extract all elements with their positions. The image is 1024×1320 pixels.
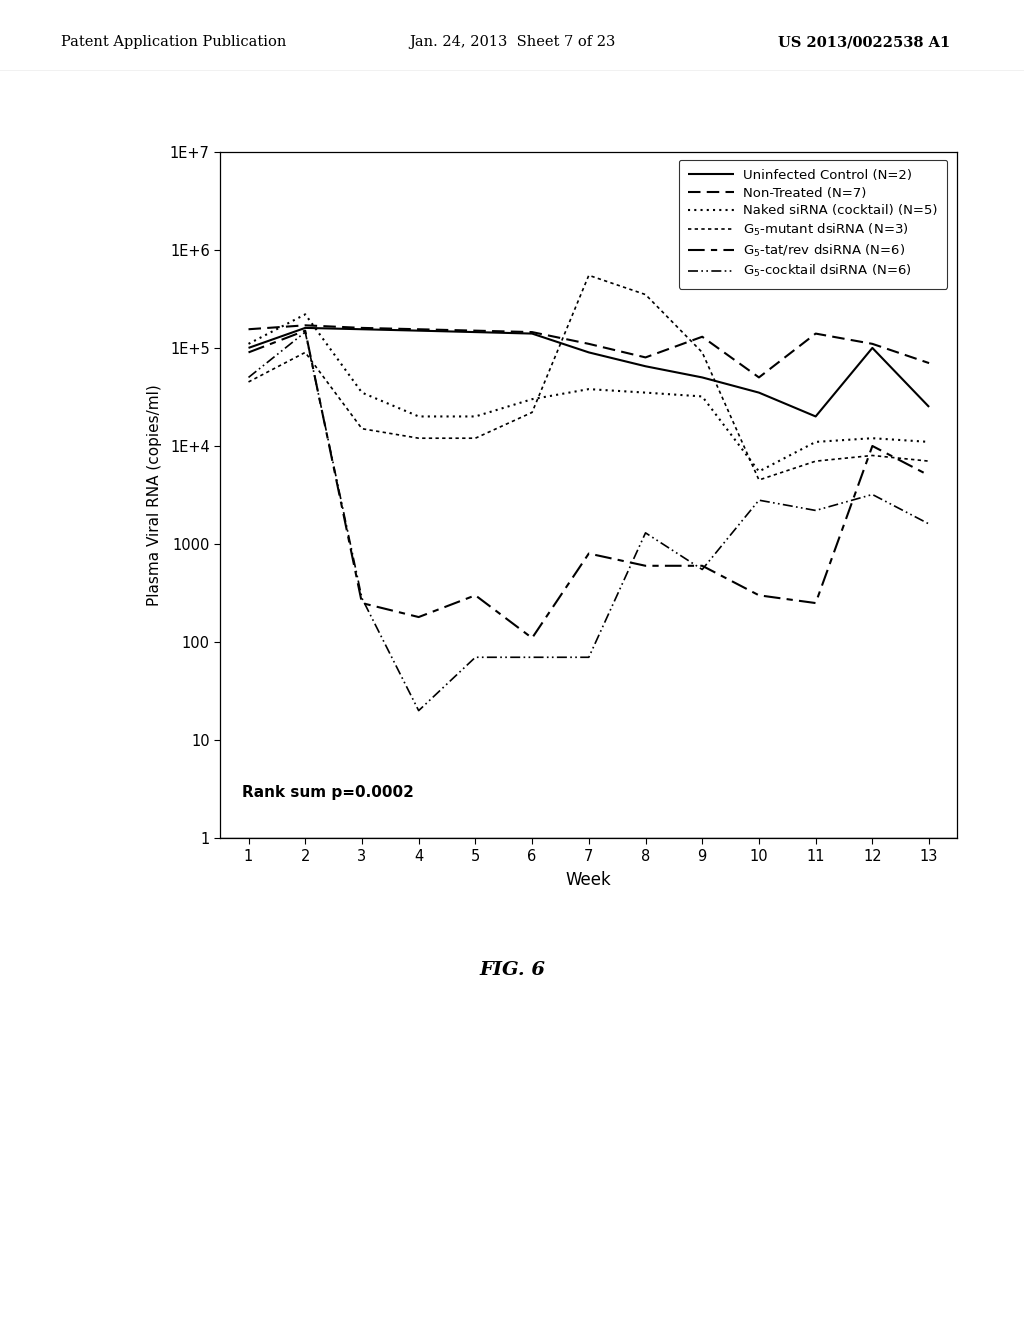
Text: US 2013/0022538 A1: US 2013/0022538 A1 bbox=[778, 36, 950, 49]
Text: Patent Application Publication: Patent Application Publication bbox=[61, 36, 287, 49]
Y-axis label: Plasma Viral RNA (copies/ml): Plasma Viral RNA (copies/ml) bbox=[146, 384, 162, 606]
Text: Jan. 24, 2013  Sheet 7 of 23: Jan. 24, 2013 Sheet 7 of 23 bbox=[410, 36, 616, 49]
Text: Rank sum p=0.0002: Rank sum p=0.0002 bbox=[243, 785, 414, 800]
X-axis label: Week: Week bbox=[566, 871, 611, 888]
Legend: Uninfected Control (N=2), Non-Treated (N=7), Naked siRNA (cocktail) (N=5), G$_5$: Uninfected Control (N=2), Non-Treated (N… bbox=[679, 160, 947, 289]
Text: FIG. 6: FIG. 6 bbox=[479, 961, 545, 979]
